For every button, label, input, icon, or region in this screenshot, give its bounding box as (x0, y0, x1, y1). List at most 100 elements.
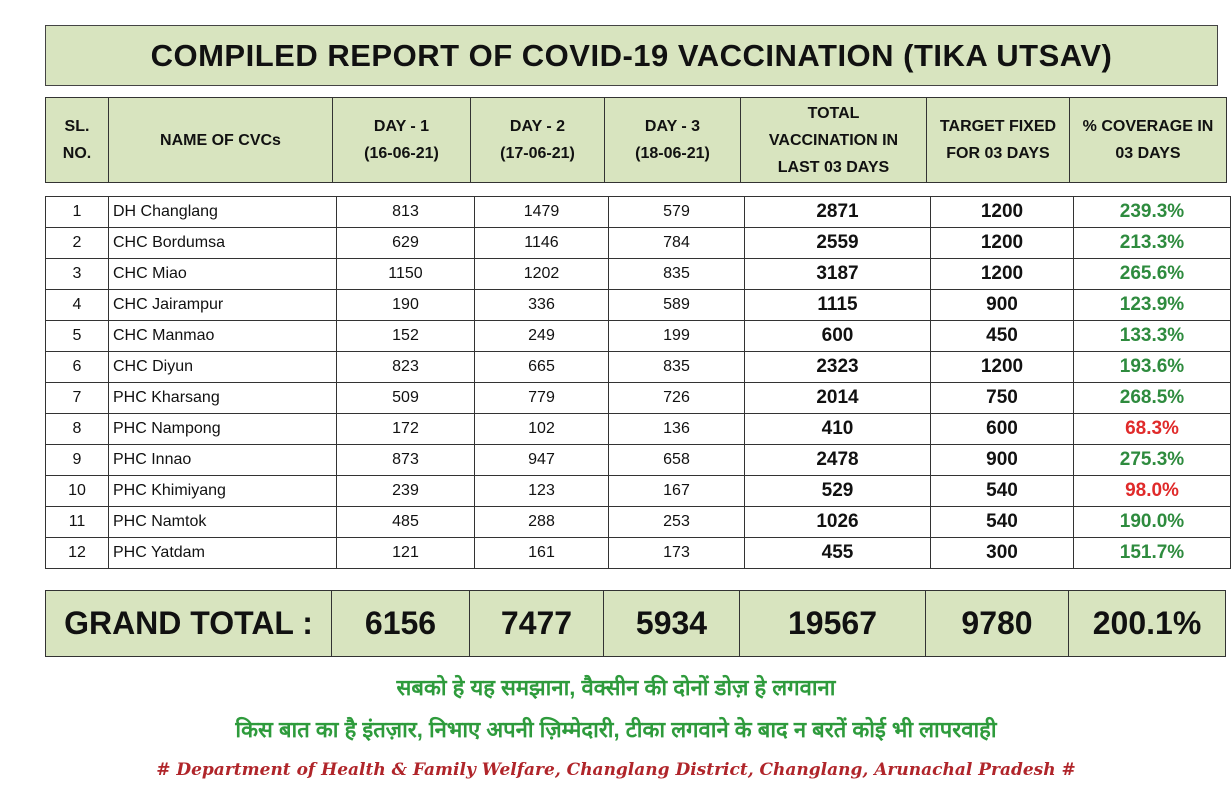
data-table: 1 DH Changlang 813 1479 579 2871 1200 239.3% 2 CH… (45, 196, 1231, 569)
cell: 835 (608, 351, 745, 383)
cell: 249 (474, 320, 609, 352)
cell: 600 (930, 413, 1074, 445)
data-row: 2 CHC Bordumsa 629 1146 784 2559 1200 213.3% (45, 227, 1231, 259)
cell: 12 (45, 537, 109, 569)
cell: 450 (930, 320, 1074, 352)
cell: 152 (336, 320, 475, 352)
cell: 900 (930, 444, 1074, 476)
cell: 1200 (930, 196, 1074, 228)
cell: 275.3% (1073, 444, 1231, 476)
cell: 98.0% (1073, 475, 1231, 507)
cell: 455 (744, 537, 931, 569)
cell: 5 (45, 320, 109, 352)
cell: CHC Miao (108, 258, 337, 290)
header-line: TOTAL (807, 104, 860, 122)
cell: 813 (336, 196, 475, 228)
cell: 3187 (744, 258, 931, 290)
cell: 1150 (336, 258, 475, 290)
cell: 4 (45, 289, 109, 321)
cell: 726 (608, 382, 745, 414)
cell: 199 (608, 320, 745, 352)
header-line: LAST 03 DAYS (777, 158, 890, 176)
header-cell: DAY - 3 (18-06-21) (604, 97, 741, 183)
cell: PHC Nampong (108, 413, 337, 445)
header-line: 03 DAYS (1115, 145, 1181, 162)
cell: 665 (474, 351, 609, 383)
cell: 268.5% (1073, 382, 1231, 414)
cell: 1202 (474, 258, 609, 290)
data-row: 6 CHC Diyun 823 665 835 2323 1200 193.6% (45, 351, 1231, 383)
cell: 873 (336, 444, 475, 476)
cell: 1200 (930, 258, 1074, 290)
cell: 213.3% (1073, 227, 1231, 259)
header-cell: % COVERAGE IN 03 DAYS (1069, 97, 1227, 183)
cell: 123.9% (1073, 289, 1231, 321)
data-row: 1 DH Changlang 813 1479 579 2871 1200 239.3% (45, 196, 1231, 228)
header-line: FOR 03 DAYS (946, 145, 1050, 162)
cell: 1479 (474, 196, 609, 228)
grand-total-value: 200.1% (1068, 590, 1226, 657)
cell: 288 (474, 506, 609, 538)
cell: 779 (474, 382, 609, 414)
grand-total-value: 9780 (925, 590, 1069, 657)
cell: PHC Namtok (108, 506, 337, 538)
cell: 173 (608, 537, 745, 569)
cell: 485 (336, 506, 475, 538)
grand-total-value: 5934 (603, 590, 740, 657)
cell: 239.3% (1073, 196, 1231, 228)
cell: 509 (336, 382, 475, 414)
cell: 193.6% (1073, 351, 1231, 383)
cell: 835 (608, 258, 745, 290)
grand-total-value: 19567 (739, 590, 926, 657)
header-line: NO. (62, 145, 92, 162)
cell: 123 (474, 475, 609, 507)
header-row: SL. NO. NAME OF CVCs DAY - 1 (16-06-21) DAY -… (45, 97, 1227, 183)
header-table: SL. NO. NAME OF CVCs DAY - 1 (16-06-21) DAY -… (45, 97, 1227, 183)
header-line: (17-06-21) (500, 145, 575, 162)
header-line: DAY - 3 (644, 118, 701, 135)
data-row: 3 CHC Miao 1150 1202 835 3187 1200 265.6% (45, 258, 1231, 290)
cell: PHC Innao (108, 444, 337, 476)
cell: CHC Diyun (108, 351, 337, 383)
grand-total-value: 6156 (331, 590, 470, 657)
data-row: 10 PHC Khimiyang 239 123 167 529 540 98.0% (45, 475, 1231, 507)
grand-total-row: GRAND TOTAL :6156 7477 5934 19567 9780 200.1% (45, 590, 1226, 657)
cell: 172 (336, 413, 475, 445)
report-title: COMPILED REPORT OF COVID-19 VACCINATION … (45, 25, 1218, 86)
cell: 2871 (744, 196, 931, 228)
cell: 6 (45, 351, 109, 383)
cell: 629 (336, 227, 475, 259)
cell: 102 (474, 413, 609, 445)
cell: 410 (744, 413, 931, 445)
cell: 823 (336, 351, 475, 383)
cell: 300 (930, 537, 1074, 569)
header-cell: SL. NO. (45, 97, 109, 183)
cell: 784 (608, 227, 745, 259)
grand-total-value: 7477 (469, 590, 604, 657)
credit: # Department of Health & Family Welfare,… (156, 760, 1076, 780)
data-row: 12 PHC Yatdam 121 161 173 455 300 151.7% (45, 537, 1231, 569)
cell: 133.3% (1073, 320, 1231, 352)
cell: 589 (608, 289, 745, 321)
cell: 1 (45, 196, 109, 228)
cell: 658 (608, 444, 745, 476)
header-cell: TOTAL VACCINATION IN LAST 03 DAYS (740, 97, 927, 183)
data-row: 9 PHC Innao 873 947 658 2478 900 275.3% (45, 444, 1231, 476)
cell: CHC Jairampur (108, 289, 337, 321)
cell: 10 (45, 475, 109, 507)
cell: 1200 (930, 227, 1074, 259)
data-row: 4 CHC Jairampur 190 336 589 1115 900 123.9% (45, 289, 1231, 321)
header-cell: TARGET FIXED FOR 03 DAYS (926, 97, 1070, 183)
cell: 336 (474, 289, 609, 321)
cell: 190.0% (1073, 506, 1231, 538)
cell: 161 (474, 537, 609, 569)
cell: 190 (336, 289, 475, 321)
data-row: 11 PHC Namtok 485 288 253 1026 540 190.0% (45, 506, 1231, 538)
cell: 579 (608, 196, 745, 228)
cell: 540 (930, 506, 1074, 538)
cell: 750 (930, 382, 1074, 414)
cell: 8 (45, 413, 109, 445)
cell: 167 (608, 475, 745, 507)
cell: 136 (608, 413, 745, 445)
cell: 7 (45, 382, 109, 414)
